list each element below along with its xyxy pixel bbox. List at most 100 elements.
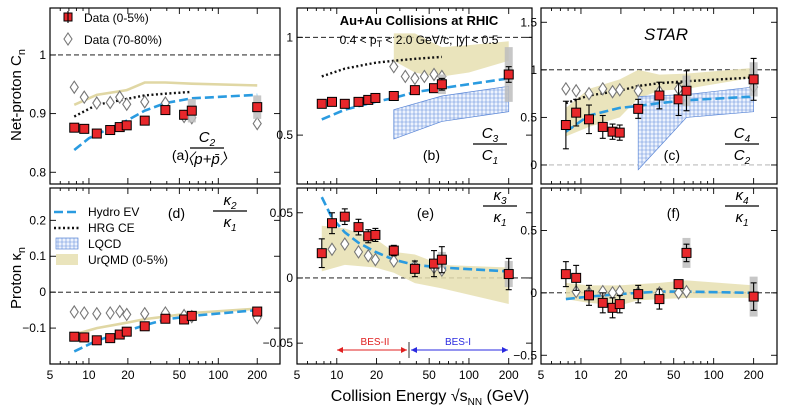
y-tick-label: −0.5 bbox=[513, 348, 537, 362]
central-point bbox=[370, 92, 381, 103]
header-cuts: 0.4 < pT < 2.0 GeV/c, |y| < 0.5 bbox=[340, 33, 499, 49]
peripheral-point bbox=[571, 83, 581, 98]
central-point bbox=[353, 96, 364, 107]
central-point bbox=[121, 120, 132, 131]
hrg-ce-line bbox=[73, 90, 192, 118]
legend-hydro: Hydro EV bbox=[88, 205, 139, 219]
central-point bbox=[584, 114, 595, 125]
central-point bbox=[597, 121, 608, 132]
legend-lqcd: LQCD bbox=[88, 237, 122, 251]
central-point bbox=[105, 125, 116, 136]
central-point bbox=[316, 98, 327, 109]
peripheral-point bbox=[389, 254, 399, 268]
panel-tag: (b) bbox=[423, 147, 440, 163]
peripheral-point bbox=[327, 242, 337, 257]
panel-a: 0.8 0.9 1 (a) C2 〈p+p̄〉 bbox=[29, 7, 281, 185]
x-tick-label: 100 bbox=[208, 368, 228, 382]
urqmd-line bbox=[73, 81, 258, 106]
peripheral-point bbox=[363, 248, 373, 263]
panel-a-area bbox=[50, 54, 280, 151]
central-point bbox=[436, 79, 447, 90]
peripheral-point bbox=[140, 306, 150, 321]
x-tick-label: 100 bbox=[704, 368, 724, 382]
bes-annotation: BES-II BES-I bbox=[337, 337, 508, 358]
central-point bbox=[681, 247, 692, 258]
central-point bbox=[614, 127, 625, 138]
peripheral-point bbox=[122, 307, 132, 322]
panel-tag: (f) bbox=[667, 205, 680, 221]
peripheral-point bbox=[92, 306, 102, 321]
peripheral-point bbox=[673, 285, 684, 300]
peripheral-point bbox=[598, 81, 608, 96]
peripheral-point bbox=[615, 82, 625, 97]
central-point bbox=[503, 269, 514, 280]
peripheral-point bbox=[69, 80, 79, 95]
urqmd-band bbox=[393, 33, 509, 77]
central-point bbox=[571, 272, 582, 283]
x-tick-label: 200 bbox=[744, 368, 764, 382]
peripheral-point bbox=[429, 67, 439, 82]
peripheral-point bbox=[122, 97, 132, 112]
y-tick-label: 0 bbox=[530, 158, 537, 172]
panel-c-area bbox=[541, 57, 777, 171]
x-tick-label: 100 bbox=[459, 368, 479, 382]
y-tick-label: 0.5 bbox=[520, 223, 537, 237]
legend-data-peripheral: Data (70-80%) bbox=[84, 33, 162, 47]
x-tick-label: 20 bbox=[614, 368, 628, 382]
urqmd-band bbox=[565, 67, 754, 137]
legend-top: Data (0-5%) Data (70-80%) bbox=[63, 11, 162, 47]
star-label: STAR bbox=[644, 25, 688, 44]
central-point bbox=[121, 326, 132, 337]
bes2-label: BES-II bbox=[361, 337, 390, 348]
peripheral-point bbox=[115, 304, 125, 319]
central-point bbox=[186, 105, 197, 116]
peripheral-point bbox=[370, 252, 381, 267]
central-point bbox=[584, 290, 595, 301]
panel-e-area bbox=[297, 196, 532, 305]
panel-frame bbox=[49, 7, 281, 185]
y-tick-label: 0 bbox=[39, 285, 46, 299]
peripheral-point bbox=[571, 284, 581, 299]
panel-tag: (d) bbox=[168, 205, 185, 221]
panel-frame bbox=[296, 187, 533, 365]
central-point bbox=[654, 90, 665, 101]
x-tick-label: 5 bbox=[47, 368, 54, 382]
panel-tag: (a) bbox=[172, 147, 189, 163]
lqcd-band bbox=[393, 85, 510, 140]
y-tick-label: 0 bbox=[286, 271, 293, 285]
peripheral-point bbox=[105, 95, 115, 110]
x-tick-label: 5 bbox=[538, 368, 545, 382]
central-point bbox=[326, 96, 337, 107]
y-tick-label: 1 bbox=[530, 63, 537, 77]
x-tick-label: 10 bbox=[82, 368, 96, 382]
ratio-denominator: 〈p+p̄〉 bbox=[179, 151, 234, 168]
central-point bbox=[316, 248, 327, 259]
x-axis-title: Collision Energy √sNN (GeV) bbox=[331, 388, 529, 408]
bes1-label: BES-I bbox=[445, 337, 471, 348]
panel-b-area bbox=[297, 33, 532, 140]
central-point bbox=[139, 115, 150, 126]
header-title: Au+Au Collisions at RHIC bbox=[340, 13, 499, 28]
peripheral-point bbox=[92, 96, 102, 111]
central-point bbox=[503, 69, 514, 80]
y-tick-label: −0.1 bbox=[22, 321, 46, 335]
ratio-denominator: κ1 bbox=[493, 209, 506, 229]
central-point bbox=[388, 91, 399, 101]
peripheral-point bbox=[79, 90, 89, 105]
central-point bbox=[69, 122, 80, 133]
panel-frame bbox=[540, 187, 778, 365]
ratio-denominator: C1 bbox=[482, 147, 498, 167]
y-axis-title-top: Net-proton Cn bbox=[8, 49, 28, 141]
central-point bbox=[353, 222, 364, 233]
central-point bbox=[252, 306, 263, 317]
central-point bbox=[186, 310, 197, 321]
central-point bbox=[91, 128, 102, 139]
central-point bbox=[252, 102, 263, 113]
x-tick-label: 50 bbox=[422, 368, 436, 382]
peripheral-point bbox=[69, 304, 79, 319]
central-point bbox=[69, 331, 80, 342]
x-tick-label: 20 bbox=[370, 368, 384, 382]
peripheral-point bbox=[681, 284, 692, 299]
x-tick-label: 50 bbox=[173, 368, 187, 382]
